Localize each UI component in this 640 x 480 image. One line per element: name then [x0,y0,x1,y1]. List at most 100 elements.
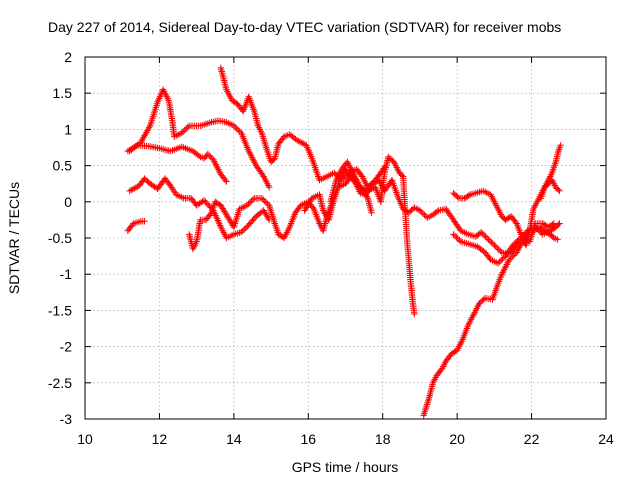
data-point [248,154,256,161]
data-point [501,264,509,271]
data-point [499,255,506,263]
data-point [242,224,249,232]
data-point [141,218,148,225]
data-point [485,236,492,243]
data-point [498,271,505,278]
data-point [557,142,564,149]
data-point [357,171,365,179]
data-point [258,195,265,202]
data-point [507,255,514,262]
data-point [518,233,526,240]
x-tick-label: 22 [524,431,540,447]
y-tick-label: 2 [64,49,72,65]
data-point [216,222,224,229]
data-point [421,211,428,218]
y-tick-label: -2 [60,339,73,355]
data-point [398,172,406,179]
data-point [222,176,229,184]
x-tick-label: 10 [77,431,93,447]
data-point [239,227,246,234]
data-point [497,257,505,264]
data-point [433,208,441,215]
data-point [501,266,508,273]
data-point [496,258,503,266]
data-point [261,197,268,205]
data-point [146,124,153,131]
data-point [204,150,211,158]
data-point [454,193,461,201]
data-point [491,242,498,249]
data-point [203,200,210,207]
series-track-l [537,142,564,202]
data-point [246,199,254,206]
data-point [216,167,223,175]
data-point [454,235,462,242]
data-point [181,126,188,134]
series-track-c [126,175,273,242]
data-point [353,176,360,183]
data-point [353,177,361,185]
data-point [260,196,267,203]
data-point [506,256,513,263]
data-point [244,223,251,230]
data-point [486,237,494,245]
data-point [183,125,190,132]
series-track-h [327,153,418,318]
data-point [450,231,457,238]
data-point [232,124,239,131]
data-point [207,210,214,218]
data-point [480,296,487,303]
data-point [368,209,375,216]
data-point [503,261,510,268]
data-point [513,249,520,256]
data-point [331,169,338,176]
data-point [483,234,491,242]
data-point [263,199,270,206]
data-point [465,192,472,199]
axis-ticks: 10 12 14 16 18 20 22 24 -3 -2.5 -2 -1.5 -1 -0.5 0 0.5 1 1… [48,49,614,447]
data-point [215,166,222,173]
data-point [515,236,523,243]
series-track-a [124,142,230,185]
data-point [178,129,185,137]
data-point [212,161,220,168]
data-point [202,198,209,205]
data-point [556,187,563,195]
data-point [367,181,374,188]
series-track-f [217,64,388,191]
data-point [238,229,245,236]
data-point [451,232,459,239]
y-tick-label: -0.5 [48,230,72,246]
data-point [249,196,256,203]
data-point [126,187,133,195]
data-point [206,202,213,210]
chart-title: Day 227 of 2014, Sidereal Day-to-day VTE… [48,19,561,35]
x-tick-label: 20 [449,431,465,447]
series-track-k [450,223,561,267]
data-point [482,233,489,240]
data-point [488,239,495,246]
x-tick-label: 18 [375,431,391,447]
data-point [223,178,230,185]
data-point [489,240,497,247]
data-point [479,230,486,237]
data-point [363,193,370,200]
data-point [555,221,562,228]
data-point [453,234,460,241]
data-point [509,253,516,260]
data-point [480,231,488,239]
data-point [293,137,301,144]
series-track-d [124,218,148,234]
data-point [249,156,257,163]
y-tick-label: -1 [60,266,73,282]
data-point [510,252,517,259]
data-point [549,221,556,228]
x-tick-label: 24 [598,431,614,447]
data-points [124,64,564,419]
y-tick-label: 1.5 [53,85,73,101]
y-tick-label: 0.5 [53,158,73,174]
x-axis-label: GPS time / hours [292,459,399,475]
data-point [416,207,424,214]
data-point [140,134,147,141]
